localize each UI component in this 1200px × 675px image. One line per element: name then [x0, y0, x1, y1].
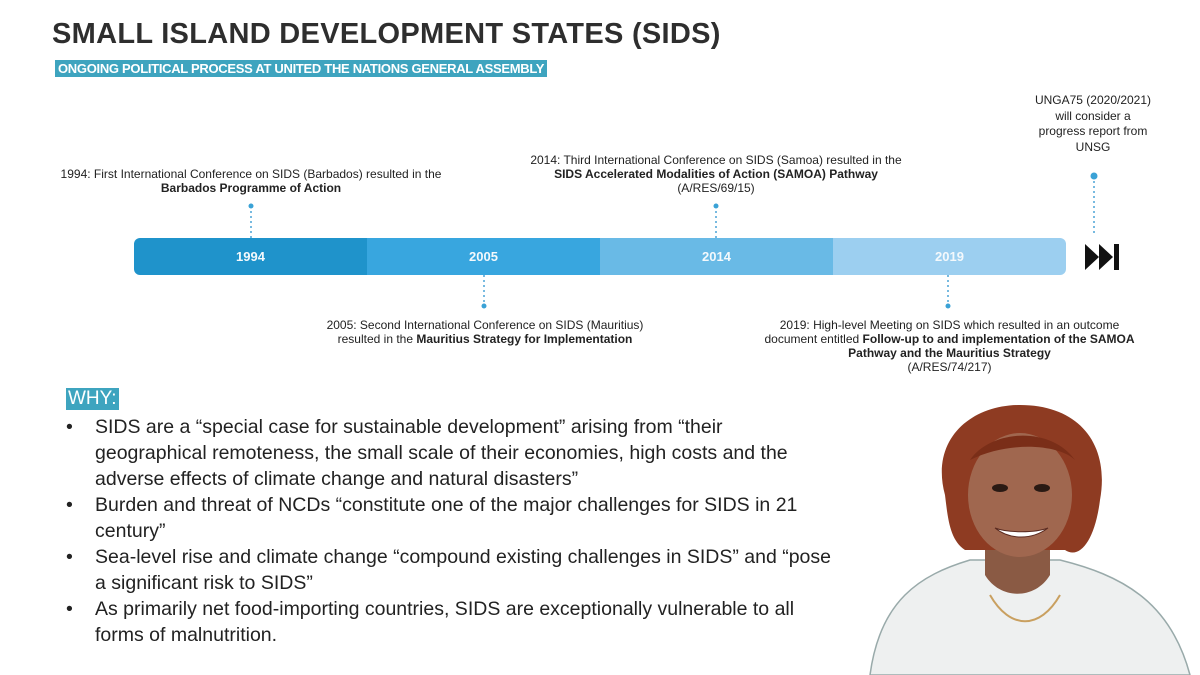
event-text: 2014: Third International Conference on …: [530, 153, 902, 167]
event-bold: Mauritius Strategy for Implementation: [416, 332, 633, 346]
dot: [713, 203, 719, 209]
bullet: SIDS are a “special case for sustainable…: [66, 414, 836, 492]
event-text: 2005: Second International Conference on…: [326, 318, 644, 346]
timeline-segment: 2005: [367, 238, 600, 275]
dot: [1090, 172, 1098, 180]
event-ref: (A/RES/69/15): [677, 181, 755, 195]
bullet: Sea-level rise and climate change “compo…: [66, 544, 836, 596]
timeline-segment: 1994: [134, 238, 367, 275]
fast-forward-icon: [1085, 244, 1119, 270]
event-text: 2019: High-level Meeting on SIDS which r…: [764, 318, 1120, 346]
event: 2014: Third International Conference on …: [516, 153, 916, 195]
dot: [945, 303, 951, 309]
timeline-graphics: [248, 172, 1119, 309]
event-bold: SIDS Accelerated Modalities of Action (S…: [554, 167, 878, 181]
bullet: As primarily net food-importing countrie…: [66, 596, 836, 648]
timeline-segment: 2014: [600, 238, 833, 275]
event: 2019: High-level Meeting on SIDS which r…: [752, 318, 1147, 374]
event-bold: Barbados Programme of Action: [160, 181, 342, 195]
timeline-bar: 1994 2005 2014 2019: [134, 238, 1066, 275]
bullet-list: SIDS are a “special case for sustainable…: [66, 414, 836, 648]
event: 2005: Second International Conference on…: [305, 318, 665, 346]
why-heading: WHY:: [66, 388, 119, 410]
timeline-segment: 2019: [833, 238, 1066, 275]
event-ref: (A/RES/74/217): [907, 360, 992, 374]
dot: [481, 303, 487, 309]
event-bold: Follow-up to and implementation of the S…: [848, 332, 1135, 360]
subtitle: ONGOING POLITICAL PROCESS AT UNITED THE …: [55, 60, 548, 77]
future-note: UNGA75 (2020/2021) will consider a progr…: [1034, 93, 1152, 154]
event-text: 1994: First International Conference on …: [60, 167, 442, 181]
bullet: Burden and threat of NCDs “constitute on…: [66, 492, 836, 544]
event: 1994: First International Conference on …: [56, 167, 446, 195]
dot: [248, 203, 254, 209]
title: SMALL ISLAND DEVELOPMENT STATES (SIDS): [52, 18, 721, 50]
portrait: [869, 405, 1191, 675]
